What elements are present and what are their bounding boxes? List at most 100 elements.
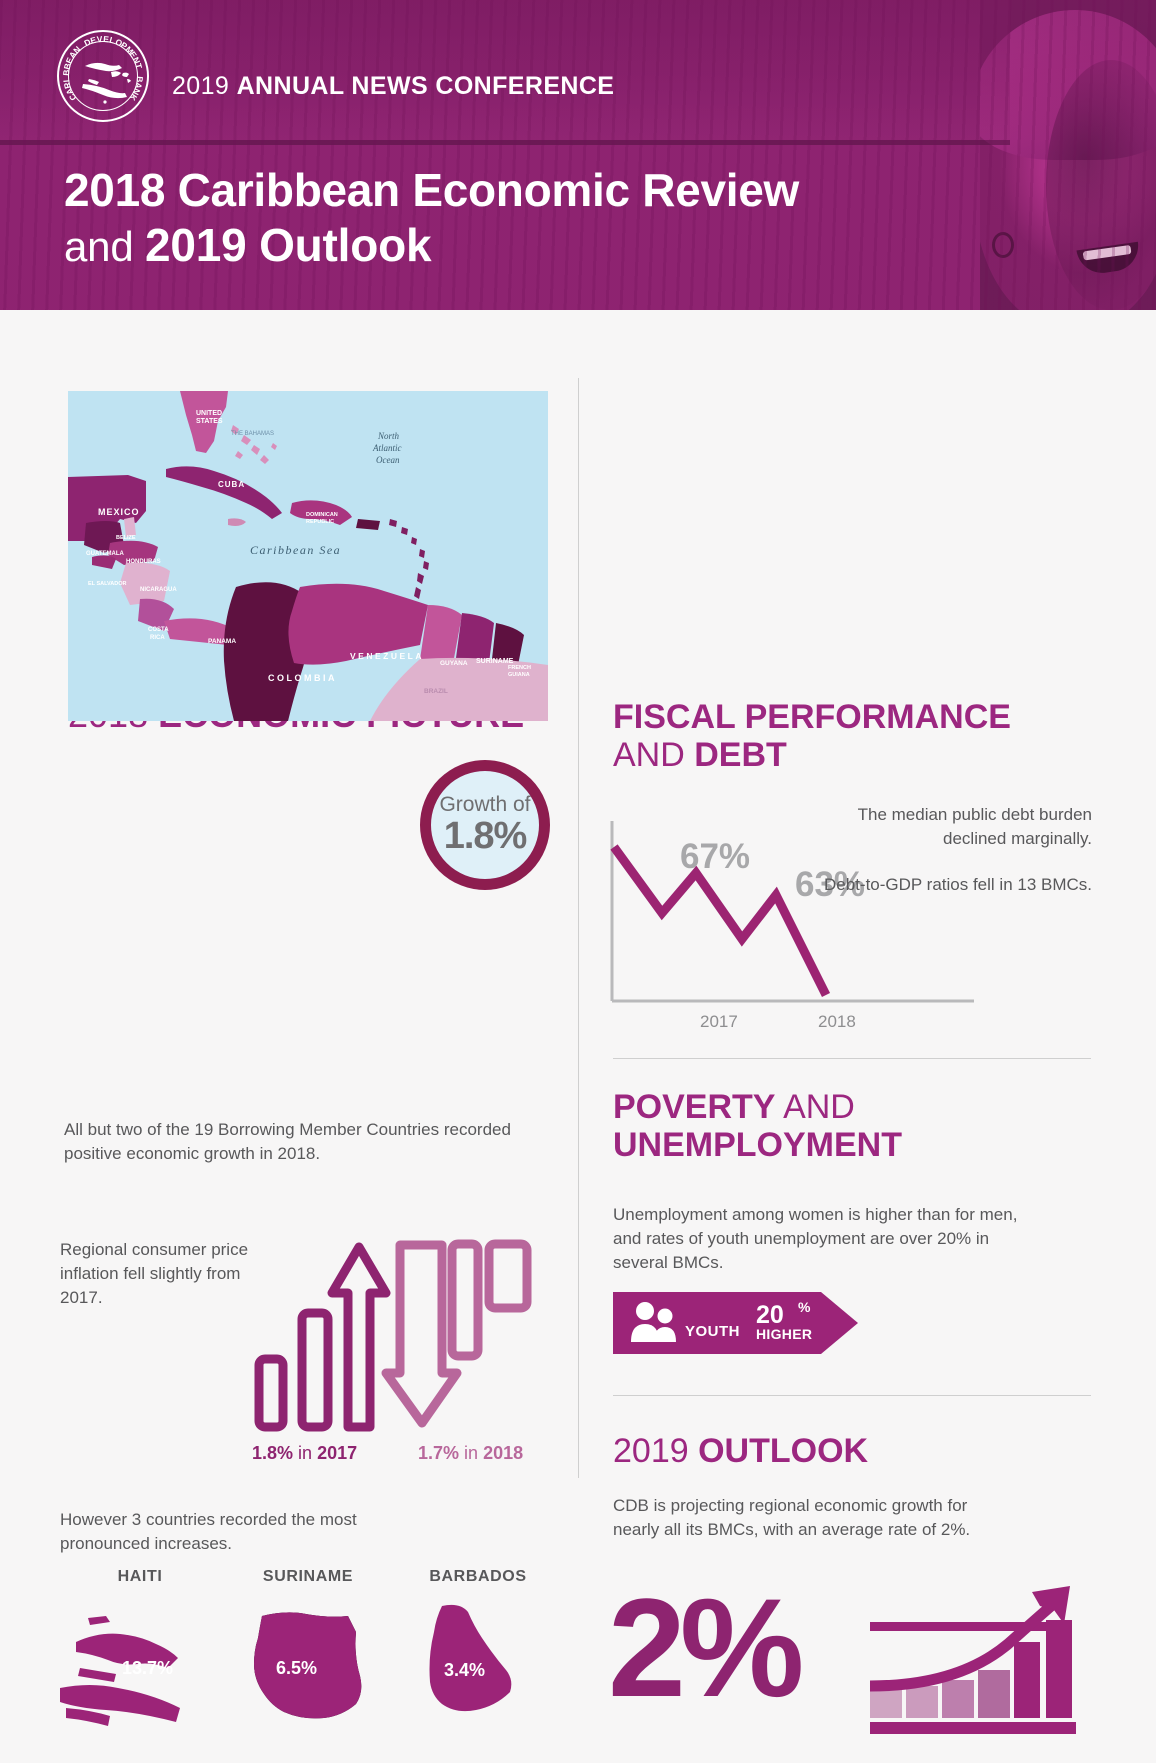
poverty-heading-bold: POVERTY <box>613 1088 776 1126</box>
map-label-dominican-republic: DOMINICAN <box>306 512 338 518</box>
svg-text:Atlantic: Atlantic <box>372 443 402 453</box>
map-label-cuba: CUBA <box>218 480 245 489</box>
header-kicker: 2019 ANNUAL NEWS CONFERENCE <box>172 72 614 101</box>
header-top-band <box>0 0 1010 140</box>
inflation-2018-year: 2018 <box>483 1443 524 1463</box>
inflation-2018-value: 1.7% <box>418 1443 460 1463</box>
svg-text:REPUBLIC: REPUBLIC <box>306 519 334 525</box>
barbados-map-icon: 3.4% <box>429 1604 512 1712</box>
fiscal-performance-heading: FISCAL PERFORMANCE AND DEBT <box>613 698 1011 774</box>
map-label-brazil: BRAZIL <box>424 688 448 695</box>
youth-people-icon <box>631 1302 676 1342</box>
map-label-colombia: COLOMBIA <box>268 673 337 683</box>
map-label-costa-rica: COSTA <box>148 627 169 633</box>
map-label-el-salvador: EL SALVADOR <box>88 581 127 587</box>
inflation-2017-in: in <box>298 1443 313 1463</box>
outlook-chart-baseline <box>870 1722 1076 1734</box>
inflation-2017-year: 2017 <box>317 1443 358 1463</box>
country-suriname: SURINAME 6.5% <box>228 1568 388 1750</box>
inflation-down-bar-3 <box>484 1239 532 1313</box>
poverty-description: Unemployment among women is higher than … <box>613 1205 1018 1272</box>
poverty-heading-and: AND <box>783 1088 855 1126</box>
debt-label-67: 67% <box>680 837 751 876</box>
map-label-caribbean-sea: Caribbean Sea <box>250 543 341 557</box>
countries-row: HAITI 13.7% SURINA <box>60 1568 560 1763</box>
map-label-bahamas: THE BAHAMAS <box>231 431 274 437</box>
inflation-2017-value: 1.8% <box>252 1443 294 1463</box>
country-barbados: BARBADOS 3.4% <box>398 1568 558 1750</box>
map-label-venezuela: VENEZUELA <box>350 651 424 661</box>
growth-badge-label: Growth of <box>439 793 531 816</box>
inflation-2018-label: 1.7% in 2018 <box>418 1443 523 1464</box>
inflation-down-bar-2 <box>447 1239 483 1361</box>
map-label-belize: BELIZE <box>116 535 136 541</box>
country-barbados-shape: 3.4% <box>398 1600 558 1750</box>
svg-text:Ocean: Ocean <box>376 455 400 465</box>
debt-chart-line <box>610 844 831 998</box>
title-line-2-prefix: and <box>64 223 134 270</box>
youth-unemployment-banner: YOUTH 20 % HIGHER <box>613 1292 858 1354</box>
country-haiti: HAITI 13.7% <box>60 1568 220 1750</box>
country-haiti-value: 13.7% <box>122 1658 173 1678</box>
growth-badge: Growth of 1.8% <box>420 760 550 890</box>
map-label-honduras: HONDURAS <box>126 559 161 565</box>
section-divider-1 <box>613 1058 1091 1059</box>
countries-description: However 3 countries recorded the most pr… <box>60 1510 357 1553</box>
inflation-down-arrow <box>381 1240 462 1428</box>
outlook-heading-year: 2019 <box>613 1432 689 1470</box>
inflation-arrows-chart <box>250 1235 550 1435</box>
header-divider-line <box>0 140 1010 145</box>
svg-text:RICA: RICA <box>150 635 165 641</box>
map-label-panama: PANAMA <box>208 638 236 645</box>
fiscal-heading-and: AND <box>613 736 685 775</box>
column-divider <box>578 378 579 1478</box>
suriname-map-icon: 6.5% <box>254 1612 362 1719</box>
inflation-2018-in: in <box>464 1443 479 1463</box>
page-content: 2018 ECONOMIC PICTURE <box>0 310 1156 1734</box>
caribbean-map: UNITED STATES THE BAHAMAS CUBA MEXICO BE… <box>68 391 548 721</box>
country-haiti-shape: 13.7% <box>60 1600 220 1750</box>
map-caption: All but two of the 19 Borrowing Member C… <box>64 1120 511 1163</box>
outlook-growth-chart-icon <box>868 1586 1078 1751</box>
section-divider-2 <box>613 1395 1091 1396</box>
map-label-north-atlantic: North <box>377 431 400 441</box>
fiscal-heading-bold: FISCAL PERFORMANCE <box>613 698 1011 736</box>
youth-banner-value: 20 <box>756 1301 784 1329</box>
country-haiti-name: HAITI <box>117 1568 163 1585</box>
country-suriname-value: 6.5% <box>276 1658 317 1678</box>
youth-banner-percent-sign: % <box>798 1299 811 1315</box>
poverty-unemployment-heading: POVERTY AND UNEMPLOYMENT <box>613 1088 902 1164</box>
map-label-guyana: GUYANA <box>440 660 468 667</box>
map-label-united-states: UNITED <box>196 410 222 417</box>
outlook-heading: 2019 OUTLOOK <box>613 1432 868 1470</box>
debt-label-63: 63% <box>795 865 866 904</box>
left-column: 2018 ECONOMIC PICTURE <box>0 310 578 1726</box>
title-line-1: 2018 Caribbean Economic Review <box>64 164 799 216</box>
debt-line-chart <box>608 815 978 1015</box>
debt-note-2: Debt-to-GDP ratios fell in 13 BMCs. <box>824 875 1092 894</box>
map-label-guatemala: GUATEMALA <box>86 551 125 557</box>
inflation-description: Regional consumer price inflation fell s… <box>60 1240 249 1307</box>
kicker-year: 2019 <box>172 72 230 100</box>
title-line-2: and 2019 Outlook <box>64 218 799 274</box>
map-label-mexico: MEXICO <box>98 507 140 517</box>
youth-banner-higher: HIGHER <box>756 1326 813 1342</box>
svg-text:STATES: STATES <box>196 418 223 425</box>
svg-text:GUIANA: GUIANA <box>508 672 530 678</box>
haiti-map-icon: 13.7% <box>60 1616 180 1726</box>
page-title: 2018 Caribbean Economic Review and 2019 … <box>64 162 799 274</box>
logo-inner-ring <box>68 41 138 111</box>
country-barbados-name: BARBADOS <box>429 1568 527 1585</box>
fiscal-heading-debt: DEBT <box>694 736 787 775</box>
kicker-rest: ANNUAL NEWS CONFERENCE <box>236 72 615 100</box>
outlook-description: CDB is projecting regional economic grow… <box>613 1496 971 1539</box>
country-barbados-value: 3.4% <box>444 1660 485 1680</box>
title-line-2-bold: 2019 Outlook <box>144 219 432 271</box>
inflation-up-bar-2 <box>297 1308 333 1432</box>
youth-banner-label: YOUTH <box>685 1323 740 1340</box>
logo-caribbean-map-icon <box>82 62 131 104</box>
growth-badge-value: 1.8% <box>443 815 528 857</box>
